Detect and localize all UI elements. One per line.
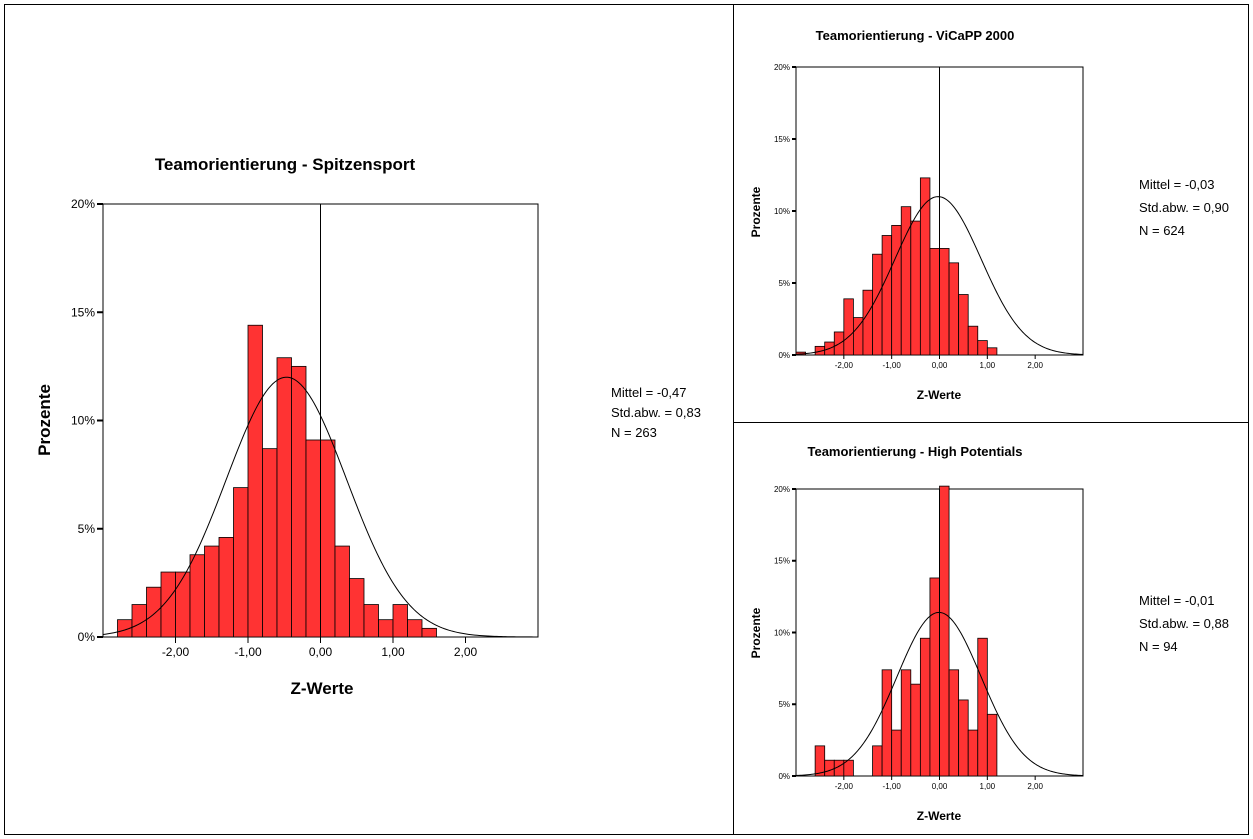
mean-label: Mittel = -0,01 [1139, 593, 1215, 608]
normal-curve [102, 376, 539, 638]
normal-curve [795, 611, 1084, 777]
histogram-bar [986, 347, 998, 356]
stats-box-high-potentials: Mittel = -0,01 Std.abw. = 0,88 N = 94 [1139, 590, 1229, 658]
y-tick-label: 0% [78, 630, 96, 644]
chart-title: Teamorientierung - ViCaPP 2000 [816, 28, 1015, 43]
x-tick-label: 2,00 [1027, 782, 1043, 791]
histogram-bar [872, 745, 883, 777]
histogram-bar [919, 637, 931, 777]
y-tick-label: 10% [774, 628, 790, 637]
x-tick-label: 1,00 [980, 361, 996, 370]
n-label: N = 624 [1139, 222, 1185, 238]
x-tick-label: 0,00 [932, 361, 948, 370]
histogram-bar [929, 577, 940, 777]
histogram-bar [421, 627, 437, 638]
y-axis-label: Prozente [35, 384, 54, 456]
y-tick-label: 20% [774, 63, 790, 72]
panel-divider-vertical [733, 4, 734, 835]
x-tick-label: -2,00 [162, 645, 190, 659]
y-tick-label: 10% [71, 414, 95, 428]
sd-label: Std.abw. = 0,83 [611, 405, 701, 421]
chart-title: Teamorientierung - Spitzensport [155, 155, 416, 174]
histogram-bar [958, 699, 969, 777]
y-tick-label: 5% [78, 522, 96, 536]
x-tick-label: 2,00 [1027, 361, 1043, 370]
y-tick-label: 5% [778, 700, 790, 709]
histogram-bar [958, 294, 969, 356]
x-tick-label: 1,00 [381, 645, 405, 659]
x-tick-label: -1,00 [234, 645, 262, 659]
stats-box-spitzensport: Mittel = -0,47 Std.abw. = 0,83 N = 263 [611, 383, 701, 443]
histogram-bar [967, 729, 979, 777]
plot-area: 0% 5% 10% 15% 20% -2,00 -1,00 0,00 1,00 2,00 [774, 485, 1084, 791]
histogram-bar [824, 759, 835, 777]
x-axis-label: Z-Werte [917, 809, 962, 823]
y-axis-label: Prozente [749, 186, 763, 237]
plot-area: 0% 5% 10% 15% 20% -2,00 -1,00 0,00 1,00 2,00 [71, 197, 539, 659]
histogram-bar [900, 669, 912, 777]
chart-title: Teamorientierung - High Potentials [807, 444, 1022, 459]
y-tick-label: 15% [774, 557, 790, 566]
y-tick-label: 0% [778, 351, 790, 360]
x-tick-label: 1,00 [980, 782, 996, 791]
y-tick-label: 20% [774, 485, 790, 494]
mean-label: Mittel = -0,47 [611, 385, 687, 400]
sd-label: Std.abw. = 0,90 [1139, 199, 1229, 215]
histogram-bar [891, 729, 902, 777]
normal-curve [795, 196, 1084, 355]
plot-area: 0% 5% 10% 15% 20% -2,00 -1,00 0,00 1,00 2,00 [774, 63, 1084, 370]
y-tick-label: 20% [71, 197, 95, 211]
x-tick-label: 0,00 [309, 645, 333, 659]
x-tick-label: -1,00 [883, 782, 902, 791]
y-tick-label: 15% [71, 305, 95, 319]
sd-label: Std.abw. = 0,88 [1139, 615, 1229, 631]
histogram-bar [986, 713, 998, 777]
x-tick-label: -1,00 [883, 361, 902, 370]
x-tick-label: 0,00 [932, 782, 948, 791]
x-axis-label: Z-Werte [917, 388, 962, 402]
histogram-bar [939, 485, 950, 777]
y-tick-label: 15% [774, 135, 790, 144]
x-axis-label: Z-Werte [291, 679, 354, 698]
histogram-bar [910, 683, 921, 777]
x-tick-label: 2,00 [454, 645, 478, 659]
y-axis-label: Prozente [749, 607, 763, 658]
histogram-bar [814, 745, 826, 777]
n-label: N = 263 [611, 425, 657, 441]
histogram-bar [881, 669, 893, 777]
y-tick-label: 5% [778, 279, 790, 288]
x-tick-label: -2,00 [835, 361, 854, 370]
y-tick-label: 0% [778, 772, 790, 781]
mean-label: Mittel = -0,03 [1139, 177, 1215, 192]
x-tick-label: -2,00 [835, 782, 854, 791]
y-tick-label: 10% [774, 207, 790, 216]
histogram-bar [948, 669, 960, 777]
stats-box-vicapp: Mittel = -0,03 Std.abw. = 0,90 N = 624 [1139, 174, 1229, 242]
histogram-bar [977, 637, 988, 777]
panel-divider-horizontal [733, 422, 1249, 423]
n-label: N = 94 [1139, 638, 1178, 654]
